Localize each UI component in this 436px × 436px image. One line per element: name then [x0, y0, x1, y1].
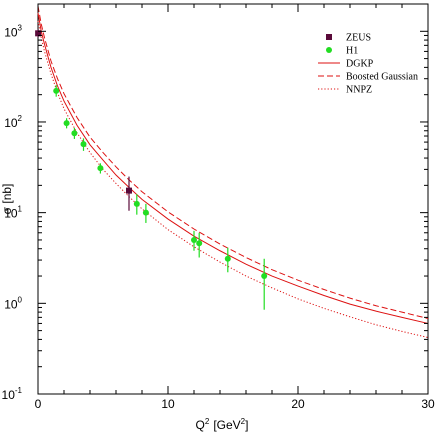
x-tick-label: 30	[421, 397, 435, 411]
data-points	[35, 29, 268, 310]
legend: ZEUS H1 DGKP Boosted Gaussian NNPZ	[318, 33, 418, 96]
legend-label: Boosted Gaussian	[346, 72, 418, 83]
h1-point	[133, 194, 140, 215]
legend-label: NNPZ	[346, 85, 372, 96]
h1-point	[80, 138, 87, 151]
y-tick-base: 10	[2, 388, 16, 402]
circle-marker	[196, 240, 203, 247]
x-tick-label: 0	[35, 397, 42, 411]
h1-point	[63, 118, 70, 129]
y-tick-base: 10	[4, 25, 18, 39]
y-tick-label: 10-1	[2, 386, 23, 402]
y-tick-exponent: 0	[18, 295, 23, 304]
y-tick-base: 10	[4, 297, 18, 311]
legend-swatch	[326, 47, 332, 53]
h1-point	[97, 163, 104, 174]
curve-boosted-gaussian	[37, 5, 429, 319]
circle-marker	[191, 236, 197, 243]
legend-label: H1	[346, 46, 358, 57]
zeus-point	[35, 29, 42, 38]
y-tick-base: 10	[4, 207, 18, 221]
circle-marker	[71, 130, 78, 137]
circle-marker	[53, 87, 60, 94]
y-tick-label: 100	[4, 295, 22, 311]
zeus-point	[126, 176, 132, 211]
h1-point	[196, 232, 203, 258]
y-tick-exponent: 3	[18, 23, 23, 32]
y-tick-label: 101	[4, 205, 22, 221]
x-tick-label: 10	[161, 397, 175, 411]
legend-item: NNPZ	[318, 85, 372, 96]
circle-marker	[133, 200, 140, 207]
h1-point	[224, 247, 231, 273]
legend-item: H1	[326, 46, 358, 57]
h1-point	[71, 127, 78, 139]
y-tick-base: 10	[4, 116, 18, 130]
legend-swatch	[326, 34, 332, 40]
circle-marker	[80, 141, 87, 148]
legend-item: DGKP	[318, 59, 374, 70]
y-axis-title: σ [nb]	[0, 184, 14, 215]
x-tick-label: 20	[291, 397, 305, 411]
legend-label: DGKP	[346, 59, 374, 70]
y-tick-exponent: -1	[15, 386, 23, 395]
square-marker	[126, 187, 132, 194]
plot-frame	[37, 3, 429, 395]
x-axis-title: Q2 [GeV2]	[196, 417, 249, 432]
circle-marker	[224, 255, 231, 262]
y-tick-exponent: 2	[18, 114, 23, 123]
circle-marker	[63, 120, 70, 127]
model-curves	[37, 5, 429, 338]
y-tick-label: 103	[4, 23, 22, 39]
legend-label: ZEUS	[346, 33, 371, 44]
h1-point	[191, 230, 197, 251]
y-tick-exponent: 1	[18, 205, 23, 214]
legend-item: ZEUS	[326, 33, 371, 44]
circle-marker	[142, 209, 149, 216]
y-tick-label: 102	[4, 114, 22, 130]
legend-item: Boosted Gaussian	[318, 72, 418, 83]
h1-point	[53, 85, 60, 97]
curve-dgkp	[37, 12, 429, 324]
h1-point	[261, 258, 268, 310]
h1-point	[142, 203, 149, 223]
circle-marker	[97, 165, 104, 172]
curve-nnpz	[37, 20, 429, 338]
plot-border	[37, 3, 429, 395]
square-marker	[35, 30, 42, 37]
circle-marker	[261, 273, 268, 280]
axis-ticks	[37, 3, 429, 395]
